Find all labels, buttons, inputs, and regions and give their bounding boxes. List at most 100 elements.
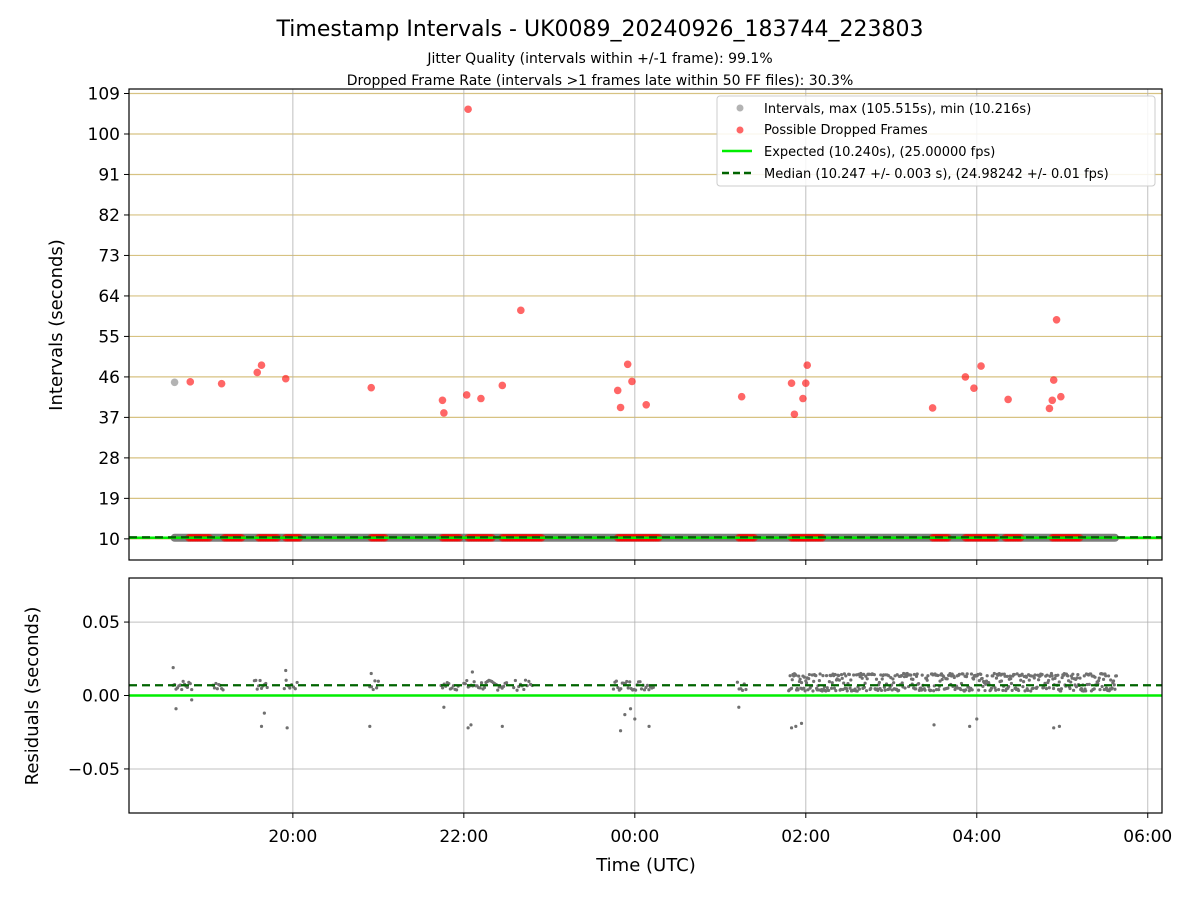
residual-point — [807, 677, 811, 681]
dropped-frame-point — [642, 400, 651, 409]
residual-point — [285, 726, 289, 730]
residual-point — [1029, 689, 1033, 693]
residual-point — [829, 686, 834, 690]
residual-point — [1023, 689, 1027, 693]
x-tick-label: 02:00 — [781, 827, 830, 847]
residual-point — [1109, 678, 1113, 682]
residual-point — [472, 680, 476, 684]
dropped-frame-point — [1045, 404, 1054, 413]
residuals-y-axis-label: Residuals (seconds) — [22, 607, 43, 786]
residual-point — [373, 679, 377, 683]
intervals-y-tick-label: 100 — [88, 125, 120, 145]
residual-point — [863, 681, 867, 685]
residual-point — [188, 682, 192, 686]
residual-point — [936, 673, 940, 678]
residuals-y-tick-label: −0.05 — [68, 760, 120, 780]
residual-point — [1111, 679, 1116, 683]
residual-point — [469, 723, 473, 727]
chart-subtitle-dropped: Dropped Frame Rate (intervals >1 frames … — [347, 73, 854, 89]
residual-point — [817, 679, 821, 683]
residual-point — [1024, 675, 1029, 679]
residual-point — [740, 688, 745, 692]
residual-point — [1087, 682, 1091, 686]
residual-point — [952, 675, 956, 680]
residual-point — [293, 687, 297, 691]
residual-point — [862, 672, 866, 676]
residual-point — [265, 685, 269, 690]
residual-point — [1032, 676, 1036, 680]
dropped-frame-point — [801, 379, 810, 388]
residual-point — [1093, 675, 1097, 679]
residual-point — [891, 677, 895, 681]
dropped-frame-point — [477, 394, 485, 403]
residual-point — [877, 680, 881, 685]
residual-point — [371, 687, 375, 692]
residual-point — [788, 674, 792, 678]
residual-point — [504, 681, 509, 685]
residual-point — [1071, 688, 1076, 692]
chart-title: Timestamp Intervals - UK0089_20240926_18… — [276, 17, 924, 42]
dropped-frame-point — [367, 383, 376, 392]
residual-point — [1071, 672, 1075, 676]
residual-point — [876, 688, 880, 692]
residual-point — [623, 712, 627, 717]
residual-point — [824, 674, 829, 678]
dropped-frame-point — [217, 379, 226, 388]
residual-point — [1056, 673, 1060, 677]
residual-point — [937, 688, 941, 692]
residual-point — [479, 681, 484, 685]
x-tick-label: 00:00 — [610, 827, 659, 847]
intervals-y-tick-label: 73 — [98, 246, 120, 266]
residual-point — [259, 686, 264, 691]
residual-point — [628, 707, 633, 711]
residual-point — [840, 676, 844, 680]
residual-point — [282, 687, 286, 691]
residual-point — [789, 726, 794, 730]
dropped-frame-point — [1004, 395, 1012, 404]
dropped-frame-point — [790, 410, 799, 419]
residual-point — [1106, 674, 1111, 678]
residual-point — [1026, 688, 1030, 693]
dropped-frame-point — [623, 360, 632, 369]
residual-point — [794, 724, 798, 728]
residual-point — [1066, 674, 1070, 678]
residual-point — [1092, 687, 1096, 691]
residual-point — [847, 672, 851, 677]
residual-point — [932, 723, 936, 727]
residual-point — [647, 688, 651, 692]
legend-label-intervals: Intervals, max (105.515s), min (10.216s) — [764, 102, 1031, 117]
residual-point — [789, 686, 794, 690]
residual-point — [258, 678, 262, 683]
residual-point — [616, 686, 620, 690]
residual-point — [945, 677, 949, 681]
dropped-frame-point — [803, 361, 812, 370]
residual-point — [899, 673, 904, 678]
residual-point — [1110, 686, 1114, 690]
residual-point — [1051, 686, 1056, 691]
dropped-frame-point — [977, 362, 985, 370]
residual-point — [1020, 672, 1024, 676]
dropped-frame-point — [498, 381, 507, 390]
residual-point — [614, 679, 618, 683]
residual-point — [611, 687, 616, 691]
residual-point — [981, 684, 985, 688]
intervals-y-tick-label: 82 — [98, 206, 120, 226]
residuals-y-tick-label: 0.05 — [82, 613, 120, 633]
residual-point — [1053, 676, 1057, 680]
residual-point — [496, 688, 500, 692]
residual-point — [1009, 677, 1013, 681]
residual-point — [1113, 687, 1117, 691]
residual-point — [171, 665, 175, 670]
residual-point — [1104, 674, 1108, 678]
residual-point — [909, 673, 913, 677]
residual-point — [1078, 676, 1082, 680]
residual-point — [872, 673, 876, 677]
residual-point — [790, 678, 794, 682]
residual-point — [880, 677, 884, 681]
residual-point — [975, 717, 979, 721]
residual-point — [618, 729, 623, 733]
residual-point — [619, 687, 623, 691]
residual-point — [1012, 672, 1016, 677]
residual-point — [832, 686, 836, 690]
residual-point — [1047, 686, 1051, 690]
